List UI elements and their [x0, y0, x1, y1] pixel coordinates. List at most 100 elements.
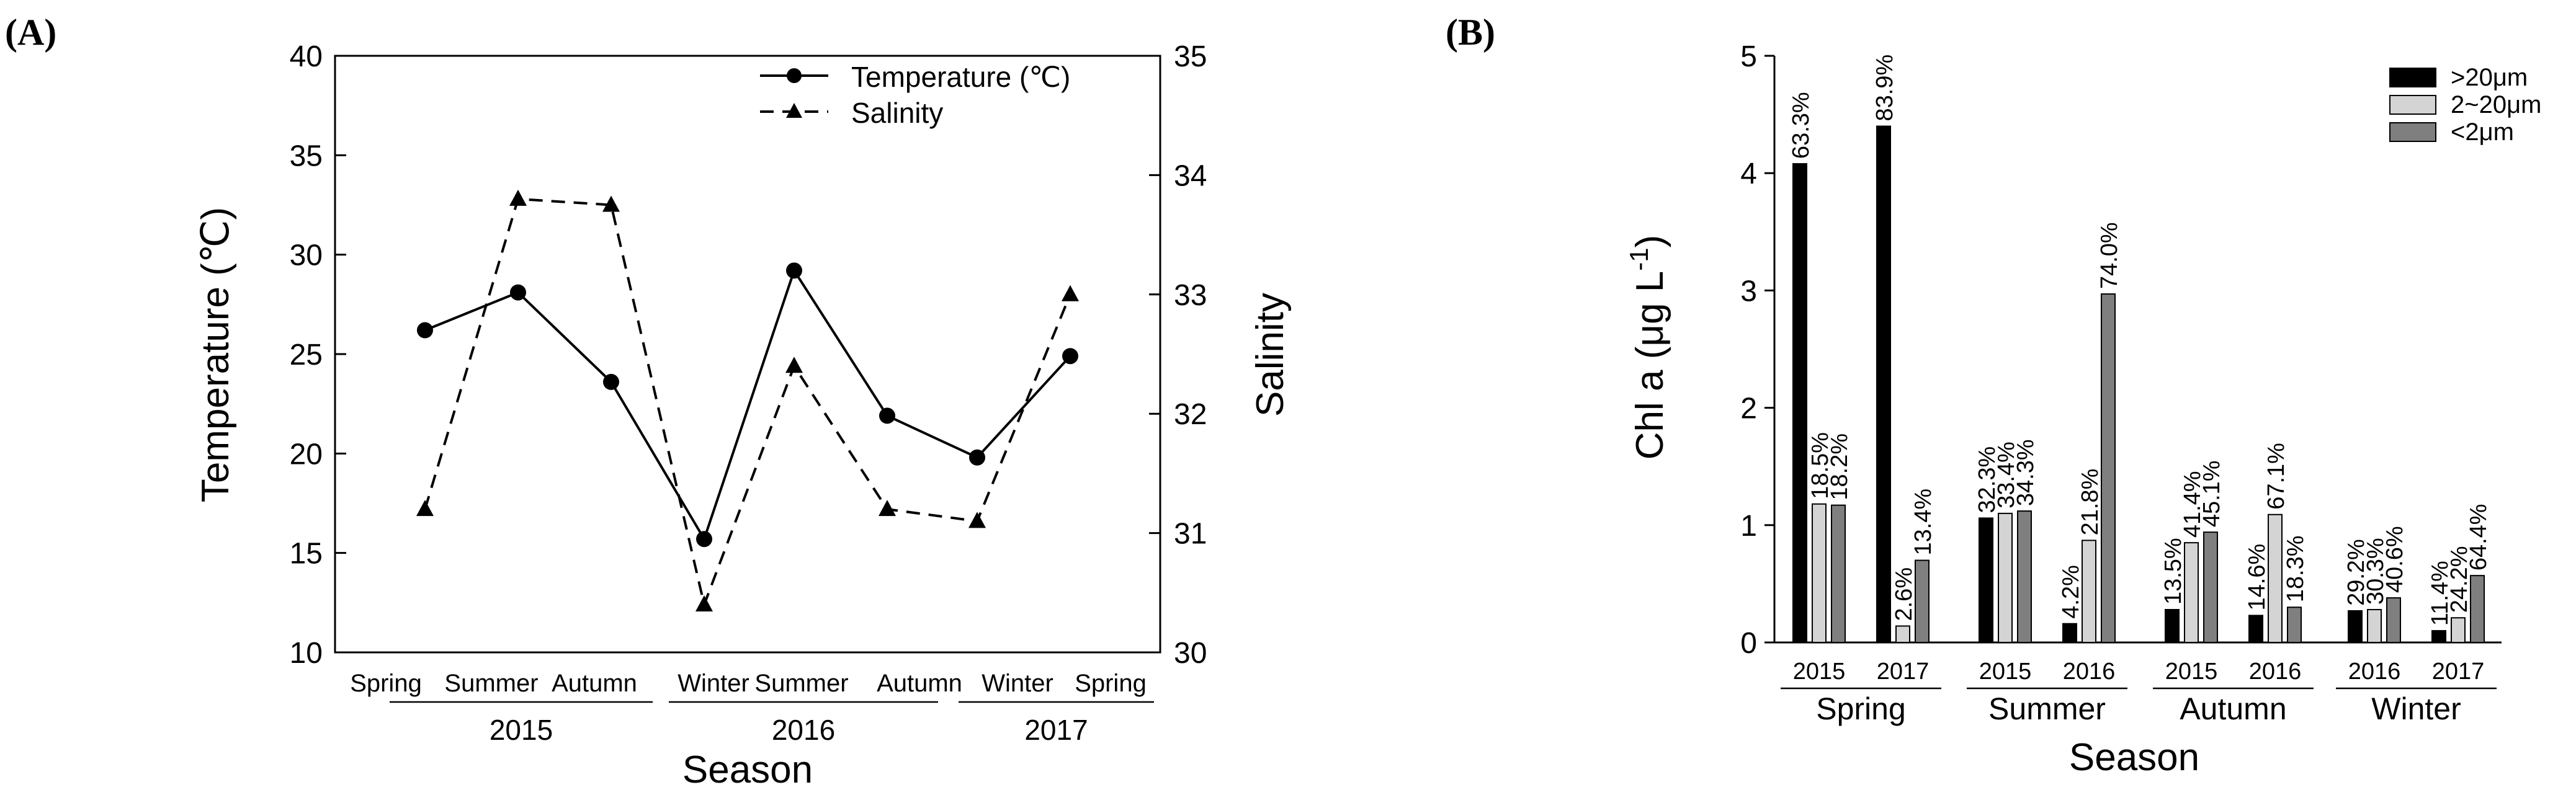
year-label: 2016 [2063, 659, 2116, 685]
bar-percent-label: 64.4% [2466, 504, 2492, 571]
bar [2101, 293, 2116, 643]
x-category-label: Summer [754, 670, 848, 697]
season-label: Autumn [2180, 691, 2286, 726]
temperature-point [510, 284, 526, 301]
bar-percent-label: 83.9% [1872, 55, 1898, 122]
bar [2203, 531, 2218, 643]
bar-percent-label: 18.2% [1827, 433, 1853, 500]
bar-percent-label: 4.2% [2058, 565, 2084, 619]
bar [2248, 615, 2263, 644]
season-label: Spring [1816, 691, 1906, 726]
x-category-label: Autumn [552, 670, 637, 697]
legend-label: <2μm [2451, 118, 2514, 146]
right-tick-label: 31 [1174, 518, 1207, 551]
y-tick-label: 1 [1740, 510, 1757, 543]
bar-percent-label: 21.8% [2077, 469, 2103, 536]
salinity-point [879, 500, 896, 517]
panel-a-x-axis-title: Season [682, 748, 813, 791]
bar [2451, 617, 2466, 644]
left-tick-label: 10 [290, 637, 323, 670]
salinity-point [785, 357, 803, 373]
bar [1915, 559, 1930, 643]
bar-percent-label: 13.5% [2160, 538, 2186, 605]
x-category-label: Autumn [877, 670, 962, 697]
bar [1895, 625, 1910, 644]
x-category-label: Spring [1075, 670, 1147, 697]
panel-b-x-axis-title: Season [2069, 736, 2199, 779]
bar [2348, 610, 2363, 644]
temperature-point [786, 262, 802, 279]
salinity-point [416, 500, 434, 517]
bar-percent-label: 40.6% [2382, 526, 2408, 593]
bar [2165, 609, 2180, 643]
bar-percent-label: 11.4% [2427, 561, 2453, 626]
bar [1831, 504, 1846, 643]
panel-a-left-axis: 10 15 20 25 30 35 40 [290, 40, 346, 670]
panel-b-y-axis-title-close: ) [1629, 235, 1671, 248]
bar [2470, 575, 2485, 644]
x-category-label: Winter [982, 670, 1053, 697]
panel-b-y-axis-title: Chl a (μg L-1) [1624, 235, 1671, 460]
left-tick-label: 30 [290, 239, 323, 272]
bar-percent-label: 2.6% [1891, 567, 1917, 621]
year-label: 2015 [1793, 659, 1846, 685]
panel-a-series [416, 189, 1079, 612]
year-label: 2016 [2348, 659, 2401, 685]
panel-b: (B) 0 1 2 3 4 5 Chl a (μg L-1) 63.3% 18.5%18.2… [1446, 12, 2541, 779]
bar-percent-label: 18.5% [1807, 432, 1833, 499]
left-tick-label: 15 [290, 538, 323, 571]
bar-percent-label: 18.3% [2283, 535, 2309, 602]
salinity-point [968, 512, 986, 528]
legend-salinity-label: Salinity [851, 97, 943, 129]
bar-percent-label: 13.4% [1910, 489, 1936, 556]
bar [2367, 609, 2382, 643]
right-tick-label: 30 [1174, 637, 1207, 670]
salinity-point [509, 189, 527, 206]
panel-a-year-groups: 2015 2016 2017 [390, 701, 1154, 746]
bar-percent-label: 30.3% [2363, 538, 2389, 605]
y-tick-label: 3 [1740, 275, 1757, 308]
panel-a-legend: Temperature (℃) Salinity [760, 61, 1070, 129]
bar [2017, 510, 2032, 644]
panel-a-plot-frame [334, 55, 1161, 654]
bar-percent-label: 29.2% [2343, 539, 2369, 606]
right-tick-label: 33 [1174, 279, 1207, 312]
bar-percent-label: 74.0% [2096, 222, 2122, 289]
panel-b-label: (B) [1446, 12, 1495, 53]
year-group-label: 2015 [490, 714, 553, 746]
bar [2386, 597, 2401, 643]
temperature-point [696, 531, 712, 548]
right-tick-label: 32 [1174, 398, 1207, 431]
year-label: 2015 [1979, 659, 2032, 685]
x-category-label: Spring [350, 670, 422, 697]
right-tick-label: 34 [1174, 159, 1207, 192]
temperature-line [424, 267, 1071, 543]
bar [2268, 513, 2283, 643]
bar [1979, 517, 1993, 643]
bar [1812, 503, 1827, 644]
salinity-point [602, 195, 620, 212]
legend-temperature-marker [787, 68, 802, 83]
bar-percent-label: 34.3% [2013, 439, 2039, 506]
temperature-point [603, 373, 619, 390]
legend-swatch [2389, 68, 2436, 87]
year-label: 2015 [2165, 659, 2218, 685]
panel-a-left-axis-title: Temperature (℃) [194, 207, 237, 502]
bar-percent-label: 24.2% [2446, 546, 2472, 613]
bar [2184, 542, 2199, 643]
panel-a: (A) 10 15 20 25 30 35 40 30 31 32 33 34 35 Temperat… [5, 12, 1292, 791]
bar [2062, 623, 2077, 644]
bar-percent-label: 32.3% [1974, 446, 2000, 513]
legend-swatch [2389, 95, 2436, 115]
panel-b-y-axis-title-superscript: -1 [1624, 247, 1653, 270]
bar-percent-label: 67.1% [2263, 443, 2289, 510]
legend-label: >20μm [2451, 64, 2528, 91]
panel-b-x-groups: 2015 2017 Spring 2015 2016 Summer 2015 2016 Autu… [1781, 659, 2497, 726]
panel-b-y-ticks: 0 1 2 3 4 5 [1740, 40, 1774, 660]
x-category-label: Summer [444, 670, 538, 697]
panel-b-bar-labels: 63.3%18.5%18.2%83.9%2.6%13.4%32.3%33.4%3… [1788, 55, 2492, 626]
legend-salinity-marker [786, 103, 802, 118]
year-label: 2017 [1877, 659, 1930, 685]
